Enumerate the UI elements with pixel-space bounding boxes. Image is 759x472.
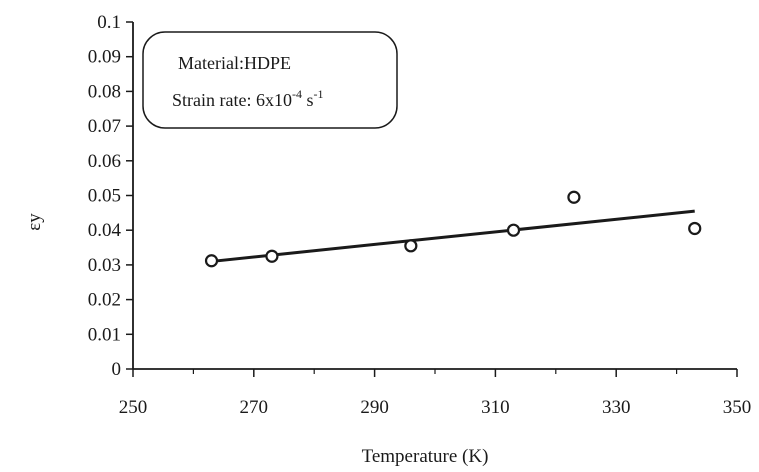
data-point xyxy=(204,254,219,268)
y-tick-label: 0.04 xyxy=(88,220,122,241)
data-point xyxy=(265,249,279,263)
data-point xyxy=(688,221,702,236)
trendline xyxy=(211,209,695,263)
x-tick-label: 310 xyxy=(481,397,510,418)
x-tick-label: 250 xyxy=(119,397,148,418)
data-point xyxy=(567,190,581,204)
legend-material: Material:HDPE xyxy=(178,53,291,73)
y-tick-label: 0.06 xyxy=(88,151,121,172)
y-tick-label: 0.01 xyxy=(88,324,121,345)
legend-strain-rate-prefix: Strain rate: 6x10 xyxy=(172,90,292,110)
x-tick-label: 350 xyxy=(723,397,752,418)
y-tick-label: 0.08 xyxy=(88,81,121,102)
x-tick-label: 330 xyxy=(602,397,631,418)
y-tick-label: 0.07 xyxy=(88,116,121,137)
legend-strain-rate-unit: s xyxy=(302,90,314,110)
y-tick-label: 0.05 xyxy=(88,186,121,207)
data-point xyxy=(404,239,418,253)
axes xyxy=(132,22,737,370)
data-marks xyxy=(204,190,702,268)
legend-box xyxy=(142,31,398,129)
legend-strain-rate-exp: -4 xyxy=(292,87,302,101)
data-point xyxy=(506,223,521,237)
legend-strain-rate: Strain rate: 6x10-4 s-1 xyxy=(172,87,324,110)
y-tick-label: 0.1 xyxy=(97,12,121,33)
y-tick-label: 0.09 xyxy=(88,47,121,68)
y-axis-label: εy xyxy=(24,213,45,231)
legend-strain-rate-unit-exp: -1 xyxy=(314,87,324,101)
legend: Material:HDPE Strain rate: 6x10-4 s-1 xyxy=(142,31,398,129)
y-tick-label: 0.02 xyxy=(88,290,121,311)
ticks: 0 0.01 0.02 0.03 0.04 0.05 0.06 0.07 0.08 0.09 0.1… xyxy=(88,12,752,418)
y-tick-label: 0.03 xyxy=(88,255,121,276)
x-tick-label: 290 xyxy=(360,397,389,418)
y-tick-label: 0 xyxy=(112,359,122,380)
x-axis-label: Temperature (K) xyxy=(362,446,489,467)
x-tick-label: 270 xyxy=(240,397,269,418)
